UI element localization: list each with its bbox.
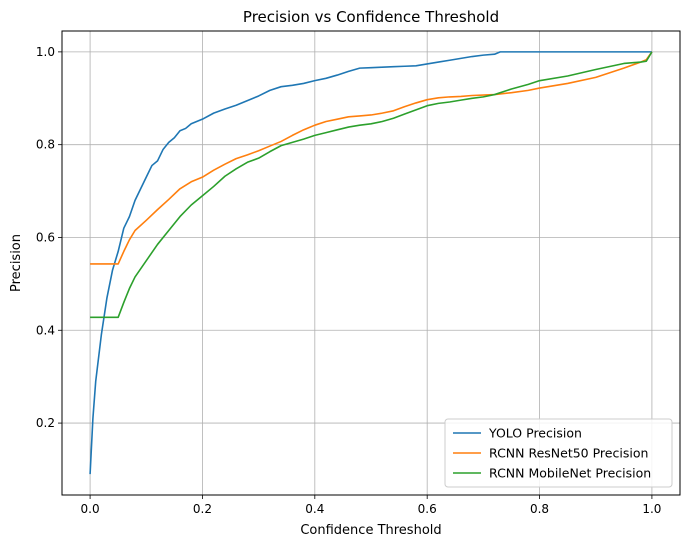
series-line-2 [90,51,653,265]
y-axis-label: Precision [9,234,24,292]
x-tick-label: 0.0 [81,502,100,516]
x-axis-label: Confidence Threshold [300,523,441,538]
y-tick-label: 0.8 [36,138,55,152]
legend: YOLO Precision RCNN ResNet50 Precision RCN… [444,418,673,488]
x-tick-label: 0.8 [530,502,549,516]
x-tick-label: 0.6 [418,502,437,516]
x-tick-label: 0.2 [193,502,212,516]
plot-frame [61,30,681,496]
series-line-3 [90,51,653,319]
y-tick-label: 1.0 [36,45,55,59]
plot-lines [89,51,653,475]
y-tick-label: 0.4 [36,323,55,337]
y-tick-label: 0.6 [36,230,55,244]
axis-ticks: 0.0 0.2 0.4 0.6 0.8 1.0 0.2 0.4 0.6 0.8 1.0 [36,45,662,516]
series-line-1 [89,51,652,475]
x-tick-label: 1.0 [642,502,661,516]
x-tick-label: 0.4 [305,502,324,516]
legend-label: RCNN MobileNet Precision [489,466,651,481]
y-tick-label: 0.2 [36,416,55,430]
legend-label: RCNN ResNet50 Precision [489,446,648,461]
legend-box [444,418,673,488]
chart-title: Precision vs Confidence Threshold [243,8,499,26]
legend-label: YOLO Precision [488,426,582,441]
